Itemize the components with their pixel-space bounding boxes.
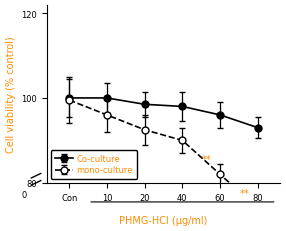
Y-axis label: Cell viability (% control): Cell viability (% control) [5,36,15,152]
Text: **: ** [202,154,212,164]
Text: 0: 0 [22,190,27,199]
Text: **: ** [240,188,249,198]
X-axis label: PHMG-HCl (μg/ml): PHMG-HCl (μg/ml) [119,216,208,225]
Legend: Co-culture, mono-culture: Co-culture, mono-culture [51,150,137,179]
